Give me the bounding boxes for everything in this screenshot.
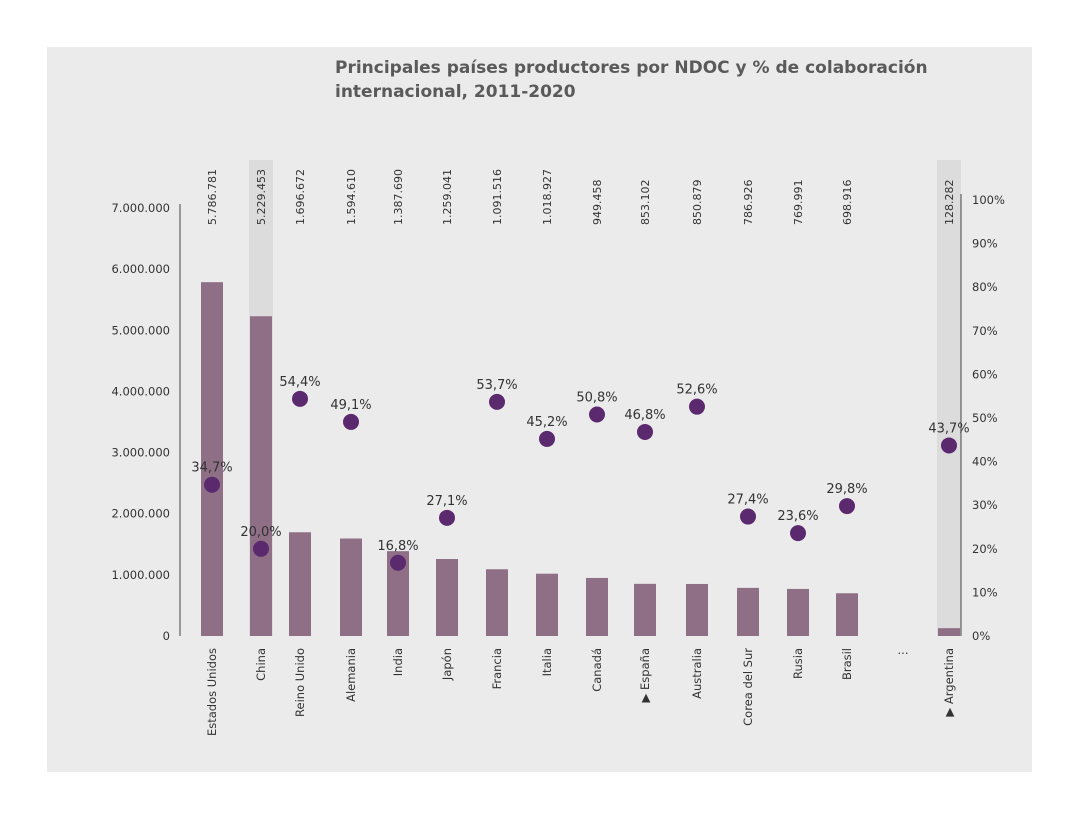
category-label: Reino Unido	[293, 648, 307, 717]
bar-value-label: 949.458	[591, 180, 604, 226]
right-axis-tick-label: 10%	[972, 585, 998, 599]
left-axis-tick-label: 3.000.000	[111, 446, 170, 460]
left-axis-tick-label: 4.000.000	[111, 384, 170, 398]
left-axis-tick-label: 6.000.000	[111, 262, 170, 276]
category-label: Francia	[490, 648, 504, 689]
collaboration-label: 29,8%	[826, 482, 867, 497]
highlight-column	[937, 160, 961, 636]
chart-title-line-1: Principales países productores por NDOC …	[335, 58, 928, 78]
category-label: India	[391, 648, 405, 676]
left-axis-tick-label: 0	[163, 629, 170, 643]
category-label: Japón	[440, 648, 454, 681]
category-label: Italia	[540, 648, 554, 676]
collaboration-dot	[204, 476, 220, 493]
collaboration-label: 50,8%	[576, 391, 617, 406]
collaboration-label: 16,8%	[377, 539, 418, 554]
right-axis-tick-label: 40%	[972, 455, 998, 469]
ellipsis-label: ...	[898, 643, 909, 657]
collaboration-dot	[292, 390, 308, 407]
collaboration-label: 20,0%	[240, 525, 281, 540]
collaboration-label: 27,1%	[426, 494, 467, 509]
collaboration-label: 54,4%	[279, 375, 320, 390]
bar-value-label: 1.091.516	[491, 169, 504, 225]
bar-alemania	[340, 538, 362, 636]
bar-value-label: 1.387.690	[392, 169, 405, 225]
category-label: Estados Unidos	[205, 648, 219, 736]
bar-australia	[686, 583, 708, 636]
collaboration-label: 34,7%	[191, 461, 232, 476]
bar-brasil	[836, 593, 858, 636]
bar-value-label: 1.018.927	[541, 169, 554, 225]
collaboration-dot	[439, 509, 455, 526]
right-axis-tick-label: 90%	[972, 237, 998, 251]
right-axis-tick-label: 50%	[972, 411, 998, 425]
category-label: ▶ España	[638, 648, 652, 702]
bar-india	[387, 551, 409, 636]
category-label: Brasil	[840, 648, 854, 680]
category-label: Canadá	[590, 648, 604, 692]
collaboration-dot	[790, 525, 806, 542]
collaboration-label: 46,8%	[624, 408, 665, 423]
collaboration-dot	[253, 540, 269, 557]
collaboration-dot	[689, 398, 705, 415]
collaboration-dot	[740, 508, 756, 525]
bar-value-label: 5.229.453	[255, 169, 268, 225]
collaboration-dot	[390, 554, 406, 571]
bar-value-label: 786.926	[742, 180, 755, 226]
category-label: Alemania	[344, 648, 358, 702]
bar-estados-unidos	[201, 282, 223, 636]
collaboration-label: 27,4%	[727, 493, 768, 508]
right-axis-tick-label: 0%	[972, 629, 990, 643]
bar-españa	[634, 583, 656, 636]
collaboration-dot	[637, 423, 653, 440]
left-axis-tick-label: 2.000.000	[111, 507, 170, 521]
category-label: Corea del Sur	[741, 648, 755, 726]
bar-rusia	[787, 588, 809, 636]
collaboration-label: 52,6%	[676, 383, 717, 398]
collaboration-dot	[941, 437, 957, 454]
left-axis-tick-label: 5.000.000	[111, 323, 170, 337]
collaboration-label: 23,6%	[777, 509, 818, 524]
category-label: Australia	[690, 648, 704, 699]
bar-japón	[436, 559, 458, 636]
collaboration-dot	[489, 393, 505, 410]
right-axis-tick-label: 30%	[972, 498, 998, 512]
bar-value-label: 698.916	[841, 180, 854, 226]
bar-canadá	[586, 577, 608, 636]
bar-francia	[486, 569, 508, 636]
collaboration-dot	[539, 430, 555, 447]
chart-title-line-2: internacional, 2011-2020	[335, 82, 576, 102]
right-axis-tick-label: 100%	[972, 193, 1005, 207]
collaboration-label: 45,2%	[526, 415, 567, 430]
right-axis-tick-label: 80%	[972, 280, 998, 294]
bar-reino-unido	[289, 532, 311, 636]
right-axis-tick-label: 20%	[972, 542, 998, 556]
left-axis-tick-label: 1.000.000	[111, 568, 170, 582]
collaboration-dot	[343, 413, 359, 430]
collaboration-dot	[839, 498, 855, 515]
bar-argentina	[938, 628, 960, 636]
category-label: ▶ Argentina	[942, 648, 956, 717]
collaboration-label: 53,7%	[476, 378, 517, 393]
bar-value-label: 850.879	[691, 180, 704, 226]
right-axis-tick-label: 60%	[972, 367, 998, 381]
bar-italia	[536, 573, 558, 636]
bar-value-label: 128.282	[943, 180, 956, 226]
category-label: China	[254, 648, 268, 681]
bar-value-label: 1.259.041	[441, 169, 454, 225]
right-axis-tick-label: 70%	[972, 324, 998, 338]
left-axis-tick-label: 7.000.000	[111, 201, 170, 215]
bar-value-label: 5.786.781	[206, 169, 219, 225]
bar-value-label: 1.594.610	[345, 169, 358, 225]
collaboration-dot	[589, 406, 605, 423]
bar-corea-del-sur	[737, 587, 759, 636]
bar-value-label: 853.102	[639, 180, 652, 226]
category-label: Rusia	[791, 648, 805, 679]
bar-value-label: 769.991	[792, 180, 805, 226]
collaboration-label: 43,7%	[928, 421, 969, 436]
bar-value-label: 1.696.672	[294, 169, 307, 225]
collaboration-label: 49,1%	[330, 398, 371, 413]
bar-china	[250, 316, 272, 636]
